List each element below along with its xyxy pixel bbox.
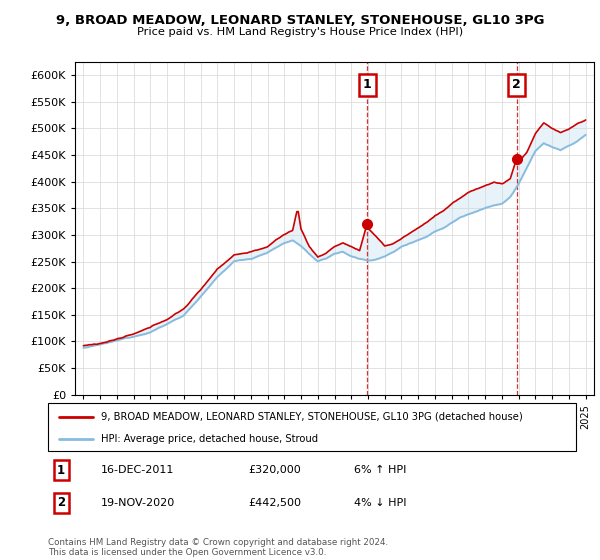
Text: 19-NOV-2020: 19-NOV-2020 bbox=[101, 498, 175, 508]
Text: 9, BROAD MEADOW, LEONARD STANLEY, STONEHOUSE, GL10 3PG: 9, BROAD MEADOW, LEONARD STANLEY, STONEH… bbox=[56, 14, 544, 27]
Text: 1: 1 bbox=[363, 78, 371, 91]
Text: £442,500: £442,500 bbox=[248, 498, 302, 508]
Text: HPI: Average price, detached house, Stroud: HPI: Average price, detached house, Stro… bbox=[101, 434, 318, 444]
Text: 4% ↓ HPI: 4% ↓ HPI bbox=[354, 498, 407, 508]
Text: Contains HM Land Registry data © Crown copyright and database right 2024.
This d: Contains HM Land Registry data © Crown c… bbox=[48, 538, 388, 557]
Text: Price paid vs. HM Land Registry's House Price Index (HPI): Price paid vs. HM Land Registry's House … bbox=[137, 27, 463, 37]
Text: £320,000: £320,000 bbox=[248, 465, 301, 475]
Text: 9, BROAD MEADOW, LEONARD STANLEY, STONEHOUSE, GL10 3PG (detached house): 9, BROAD MEADOW, LEONARD STANLEY, STONEH… bbox=[101, 412, 523, 422]
Text: 2: 2 bbox=[512, 78, 521, 91]
Text: 16-DEC-2011: 16-DEC-2011 bbox=[101, 465, 174, 475]
Text: 2: 2 bbox=[57, 496, 65, 509]
Text: 1: 1 bbox=[57, 464, 65, 477]
Text: 6% ↑ HPI: 6% ↑ HPI bbox=[354, 465, 407, 475]
